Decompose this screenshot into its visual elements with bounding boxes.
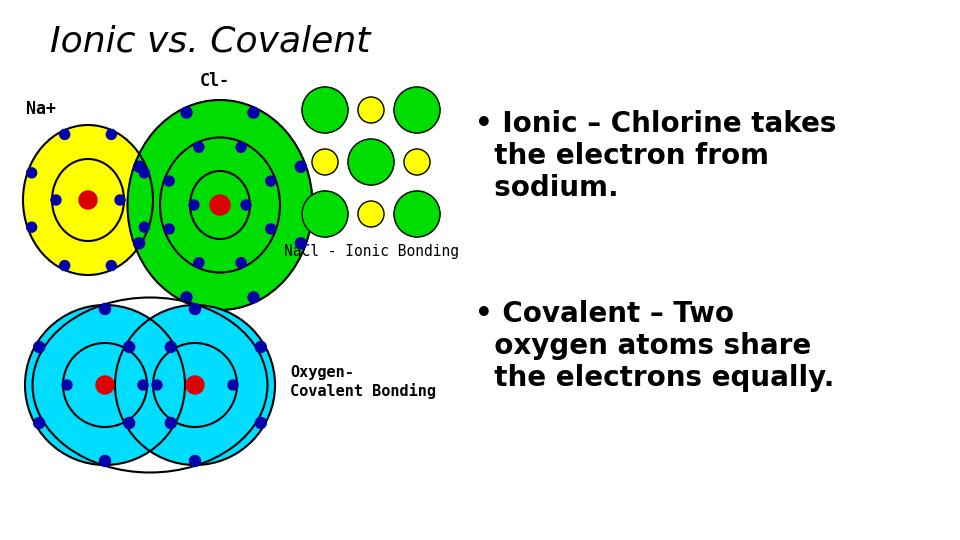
Circle shape bbox=[255, 417, 266, 429]
Circle shape bbox=[228, 380, 238, 390]
Circle shape bbox=[165, 341, 177, 353]
Circle shape bbox=[138, 380, 148, 390]
Circle shape bbox=[302, 191, 348, 237]
Circle shape bbox=[152, 380, 162, 390]
Circle shape bbox=[164, 176, 174, 186]
Circle shape bbox=[186, 376, 204, 394]
Circle shape bbox=[124, 341, 134, 353]
Circle shape bbox=[302, 87, 348, 133]
Circle shape bbox=[27, 222, 36, 232]
Circle shape bbox=[100, 303, 110, 314]
Circle shape bbox=[60, 130, 70, 139]
Circle shape bbox=[394, 191, 440, 237]
Circle shape bbox=[133, 238, 145, 249]
Text: NaCl - Ionic Bonding: NaCl - Ionic Bonding bbox=[283, 244, 459, 259]
Circle shape bbox=[348, 139, 394, 185]
Circle shape bbox=[312, 149, 338, 175]
Circle shape bbox=[236, 142, 246, 152]
Circle shape bbox=[296, 161, 306, 172]
Text: • Ionic – Chlorine takes: • Ionic – Chlorine takes bbox=[475, 110, 836, 138]
Circle shape bbox=[165, 417, 177, 429]
Circle shape bbox=[194, 258, 204, 268]
Circle shape bbox=[189, 456, 201, 467]
Circle shape bbox=[100, 456, 110, 467]
Circle shape bbox=[189, 303, 201, 314]
Circle shape bbox=[189, 200, 199, 210]
Circle shape bbox=[62, 380, 72, 390]
Circle shape bbox=[236, 258, 246, 268]
Circle shape bbox=[181, 292, 192, 303]
Circle shape bbox=[266, 176, 276, 186]
Circle shape bbox=[27, 168, 36, 178]
Circle shape bbox=[51, 195, 61, 205]
Circle shape bbox=[96, 376, 114, 394]
Circle shape bbox=[25, 305, 185, 465]
Circle shape bbox=[266, 224, 276, 234]
Circle shape bbox=[34, 341, 45, 353]
Circle shape bbox=[115, 195, 125, 205]
Circle shape bbox=[139, 168, 150, 178]
Circle shape bbox=[358, 97, 384, 123]
Circle shape bbox=[115, 305, 275, 465]
Text: Oxygen-
Covalent Bonding: Oxygen- Covalent Bonding bbox=[290, 365, 436, 399]
Circle shape bbox=[241, 200, 251, 210]
Text: Cl-: Cl- bbox=[200, 72, 230, 90]
Circle shape bbox=[248, 292, 259, 303]
Ellipse shape bbox=[128, 100, 313, 310]
Circle shape bbox=[248, 107, 259, 118]
Text: • Covalent – Two: • Covalent – Two bbox=[475, 300, 734, 328]
Text: the electron from: the electron from bbox=[475, 142, 769, 170]
Circle shape bbox=[194, 142, 204, 152]
Circle shape bbox=[255, 341, 266, 353]
Circle shape bbox=[107, 261, 116, 271]
Text: Na+: Na+ bbox=[26, 100, 56, 118]
Circle shape bbox=[107, 130, 116, 139]
Text: Ionic vs. Covalent: Ionic vs. Covalent bbox=[50, 25, 371, 59]
Text: the electrons equally.: the electrons equally. bbox=[475, 364, 834, 392]
Circle shape bbox=[296, 238, 306, 249]
Circle shape bbox=[79, 191, 97, 209]
Text: oxygen atoms share: oxygen atoms share bbox=[475, 332, 811, 360]
Ellipse shape bbox=[23, 125, 153, 275]
Circle shape bbox=[181, 107, 192, 118]
Circle shape bbox=[133, 161, 145, 172]
Circle shape bbox=[60, 261, 70, 271]
Circle shape bbox=[164, 224, 174, 234]
Circle shape bbox=[404, 149, 430, 175]
Circle shape bbox=[34, 417, 45, 429]
Circle shape bbox=[139, 222, 150, 232]
Circle shape bbox=[394, 87, 440, 133]
Circle shape bbox=[358, 201, 384, 227]
Circle shape bbox=[210, 195, 230, 215]
Text: sodium.: sodium. bbox=[475, 174, 618, 202]
Circle shape bbox=[124, 417, 134, 429]
